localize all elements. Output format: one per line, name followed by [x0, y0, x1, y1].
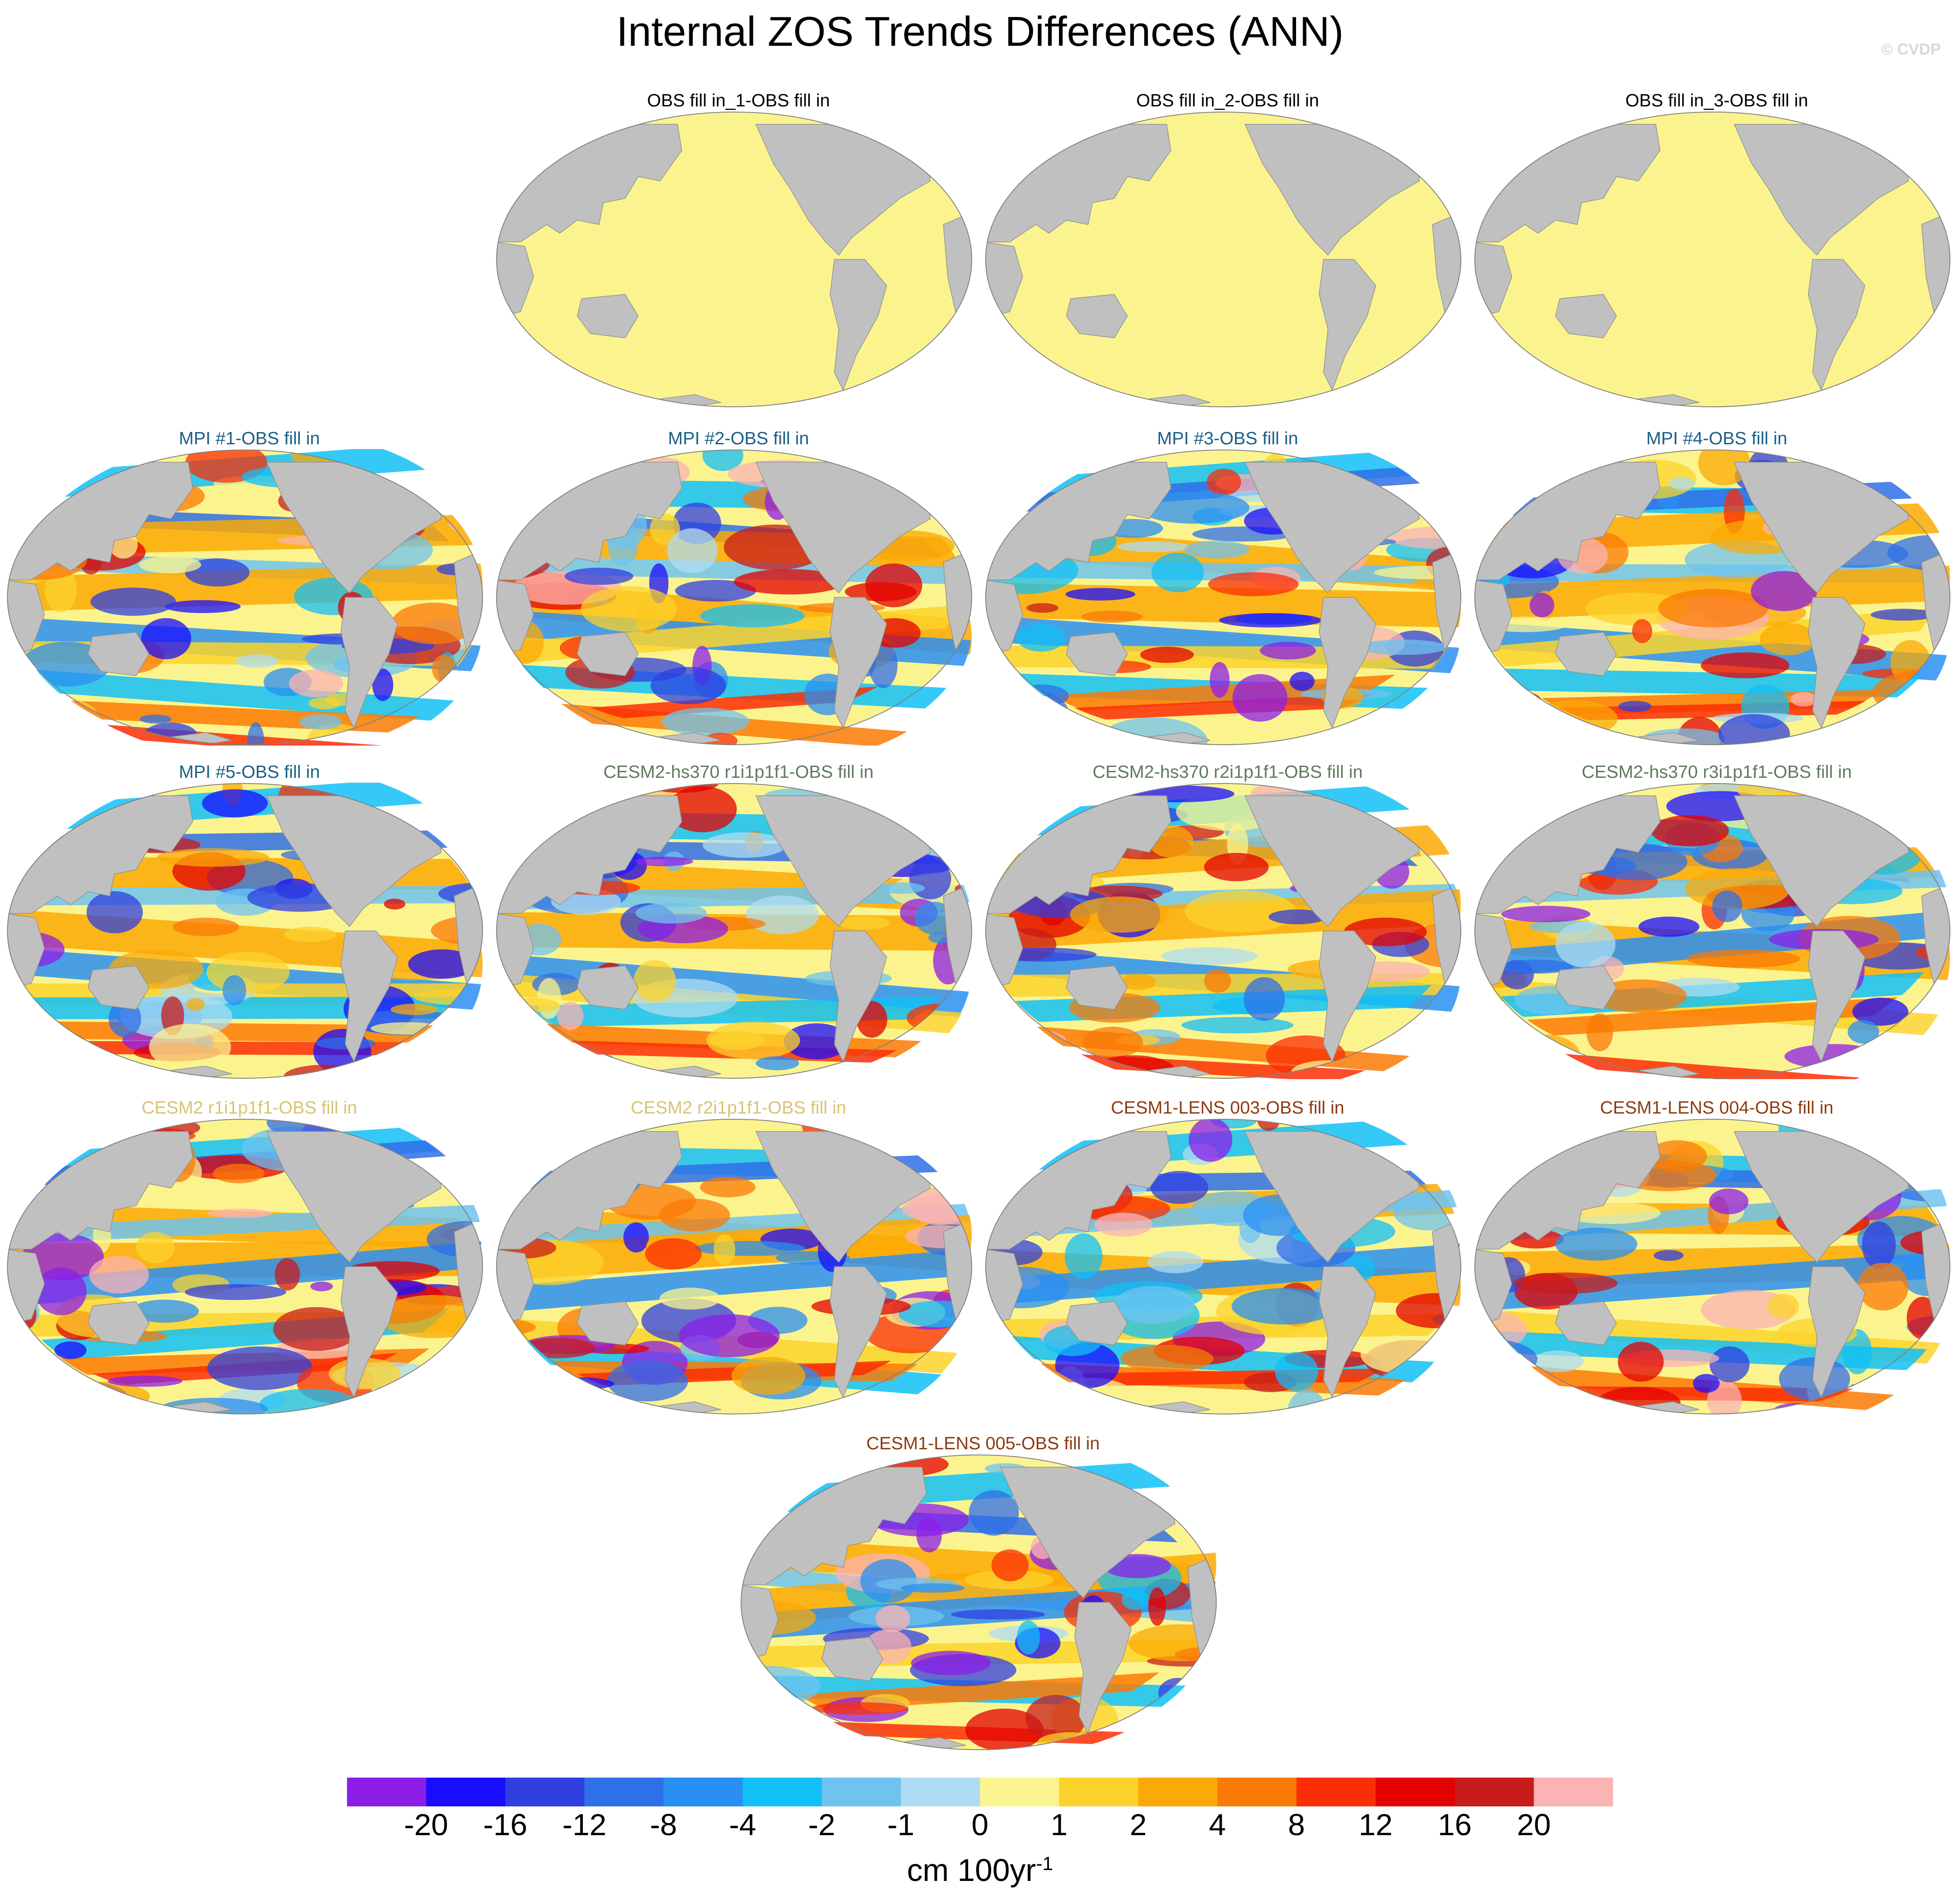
colorbar-tick-label: -4	[729, 1808, 756, 1842]
world-map	[741, 1455, 1217, 1750]
colorbar-swatch	[664, 1778, 743, 1806]
world-map	[985, 112, 1461, 407]
units-exponent: -1	[1036, 1853, 1053, 1874]
panel-title: MPI #4-OBS fill in	[1646, 428, 1787, 448]
map-panel: CESM2 r2i1p1f1-OBS fill in	[494, 1097, 983, 1432]
world-map	[1474, 450, 1950, 745]
copyright-label: © CVDP	[1881, 40, 1941, 58]
panel-title: MPI #2-OBS fill in	[668, 428, 809, 448]
colorbar-swatch	[901, 1778, 980, 1806]
units-text: cm 100yr	[907, 1853, 1036, 1888]
colorbar-swatch	[1138, 1778, 1218, 1806]
colorbar-tick-label: 20	[1517, 1808, 1551, 1842]
map-panel: CESM2 r1i1p1f1-OBS fill in	[5, 1097, 493, 1432]
figure-title: Internal ZOS Trends Differences (ANN)	[616, 8, 1344, 55]
colorbar-tick-label: -20	[404, 1808, 449, 1842]
panel-title: CESM2-hs370 r1i1p1f1-OBS fill in	[603, 762, 874, 782]
colorbar	[347, 1778, 1613, 1806]
colorbar-tick-label: 2	[1130, 1808, 1147, 1842]
colorbar-swatch	[980, 1778, 1059, 1806]
colorbar-tick-label: -1	[887, 1808, 915, 1842]
world-map	[1474, 112, 1950, 407]
map-panel: OBS fill in_1-OBS fill in	[494, 89, 983, 425]
colorbar-swatch	[505, 1778, 585, 1806]
world-map	[1474, 783, 1950, 1079]
world-map	[7, 1119, 483, 1414]
map-panel: MPI #5-OBS fill in	[5, 761, 493, 1097]
map-panel: CESM1-LENS 003-OBS fill in	[983, 1097, 1472, 1432]
panel-title: MPI #1-OBS fill in	[179, 428, 320, 448]
colorbar-swatch	[1217, 1778, 1296, 1806]
panel-title: CESM2 r2i1p1f1-OBS fill in	[630, 1097, 847, 1117]
map-panel: CESM2-hs370 r2i1p1f1-OBS fill in	[983, 761, 1472, 1097]
colorbar-units: cm 100yr-1	[0, 1844, 1960, 1890]
panel-title: MPI #5-OBS fill in	[179, 762, 320, 782]
world-map	[496, 450, 972, 746]
map-panel: CESM2-hs370 r1i1p1f1-OBS fill in	[494, 761, 983, 1097]
map-panel: MPI #1-OBS fill in	[5, 427, 493, 763]
world-map	[7, 449, 483, 746]
map-panel: MPI #3-OBS fill in	[983, 427, 1472, 763]
colorbar-swatch	[1455, 1778, 1534, 1806]
colorbar-tick-label: 16	[1438, 1808, 1472, 1842]
colorbar-tick-label: 8	[1288, 1808, 1305, 1842]
colorbar-swatch	[1296, 1778, 1376, 1806]
world-map	[985, 449, 1461, 745]
map-panel: MPI #4-OBS fill in	[1473, 427, 1960, 763]
panel-title: OBS fill in_1-OBS fill in	[647, 90, 830, 110]
map-panel: CESM1-LENS 004-OBS fill in	[1473, 1097, 1960, 1432]
panel-title: CESM2 r1i1p1f1-OBS fill in	[141, 1097, 357, 1117]
colorbar-tick-label: -12	[562, 1808, 607, 1842]
panel-title: CESM1-LENS 003-OBS fill in	[1111, 1097, 1344, 1117]
panel-title: OBS fill in_2-OBS fill in	[1136, 90, 1319, 110]
panel-title: CESM1-LENS 004-OBS fill in	[1600, 1097, 1834, 1117]
map-panel: CESM2-hs370 r3i1p1f1-OBS fill in	[1473, 761, 1960, 1097]
world-map	[496, 1119, 972, 1414]
colorbar-tick-label: -8	[650, 1808, 677, 1842]
colorbar-tick-label: -16	[483, 1808, 527, 1842]
colorbar-swatch	[742, 1778, 822, 1806]
map-panel: OBS fill in_3-OBS fill in	[1473, 89, 1960, 425]
colorbar-tick-label: 1	[1051, 1808, 1068, 1842]
panel-title: CESM2-hs370 r2i1p1f1-OBS fill in	[1092, 762, 1363, 782]
colorbar-swatch	[347, 1778, 426, 1806]
map-panel: MPI #2-OBS fill in	[494, 427, 983, 763]
colorbar-tick-label: 4	[1209, 1808, 1226, 1842]
colorbar-tick-label: -2	[808, 1808, 836, 1842]
colorbar-tick-label: 12	[1358, 1808, 1393, 1842]
colorbar-swatch	[426, 1778, 505, 1806]
colorbar-swatch	[1534, 1778, 1613, 1806]
colorbar-swatch	[584, 1778, 664, 1806]
colorbar-swatch	[1375, 1778, 1455, 1806]
panel-title: CESM2-hs370 r3i1p1f1-OBS fill in	[1582, 762, 1852, 782]
world-map	[496, 783, 972, 1079]
panel-title: CESM1-LENS 005-OBS fill in	[866, 1433, 1100, 1453]
panel-title: MPI #3-OBS fill in	[1157, 428, 1298, 448]
colorbar-swatch	[822, 1778, 901, 1806]
world-map	[496, 112, 972, 407]
map-panel: CESM1-LENS 005-OBS fill in	[739, 1432, 1227, 1768]
world-map	[985, 783, 1461, 1079]
panel-title: OBS fill in_3-OBS fill in	[1625, 90, 1808, 110]
world-map	[985, 1118, 1461, 1414]
colorbar-swatch	[1059, 1778, 1138, 1806]
world-map	[7, 783, 483, 1079]
world-map	[1474, 1119, 1950, 1415]
colorbar-tick-label: 0	[971, 1808, 989, 1842]
map-panel: OBS fill in_2-OBS fill in	[983, 89, 1472, 425]
